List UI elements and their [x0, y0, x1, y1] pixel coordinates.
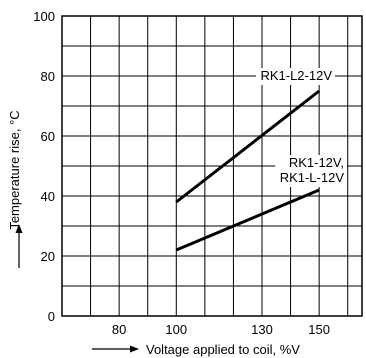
y-axis-arrow-icon	[15, 224, 23, 268]
y-tick-label: 80	[41, 69, 55, 84]
series-label-background	[256, 68, 335, 85]
x-tick-label: 100	[165, 322, 187, 337]
series-label: RK1-12V,	[289, 155, 344, 170]
x-tick-labels: 80 100 130 150	[112, 322, 330, 337]
y-tick-label: 40	[41, 189, 55, 204]
x-tick-label: 80	[112, 322, 126, 337]
x-axis-arrow-icon	[92, 345, 139, 353]
series-label-background	[275, 155, 347, 187]
x-axis-title: Voltage applied to coil, %V	[146, 342, 300, 357]
y-tick-label: 60	[41, 129, 55, 144]
series-lines	[175, 89, 321, 252]
y-tick-labels: 0 20 40 60 80 100	[33, 9, 55, 324]
series-labels: RK1-L2-12V RK1-12V,RK1-L-12V	[256, 68, 347, 187]
y-tick-label: 100	[33, 9, 55, 24]
x-tick-label: 150	[308, 322, 330, 337]
series-label: RK1-L-12V	[280, 170, 345, 185]
y-axis-title-group: Temperature rise, °C	[7, 110, 23, 268]
x-axis-title-group: Voltage applied to coil, %V	[92, 342, 300, 357]
series-label: RK1-L2-12V	[260, 68, 332, 83]
series-line	[175, 89, 321, 204]
y-tick-label: 20	[41, 249, 55, 264]
grid-lines	[62, 16, 362, 316]
y-axis-title: Temperature rise, °C	[7, 110, 22, 229]
series-line	[175, 188, 320, 252]
y-tick-label: 0	[48, 309, 55, 324]
x-tick-label: 130	[251, 322, 273, 337]
plot-frame	[61, 15, 363, 317]
